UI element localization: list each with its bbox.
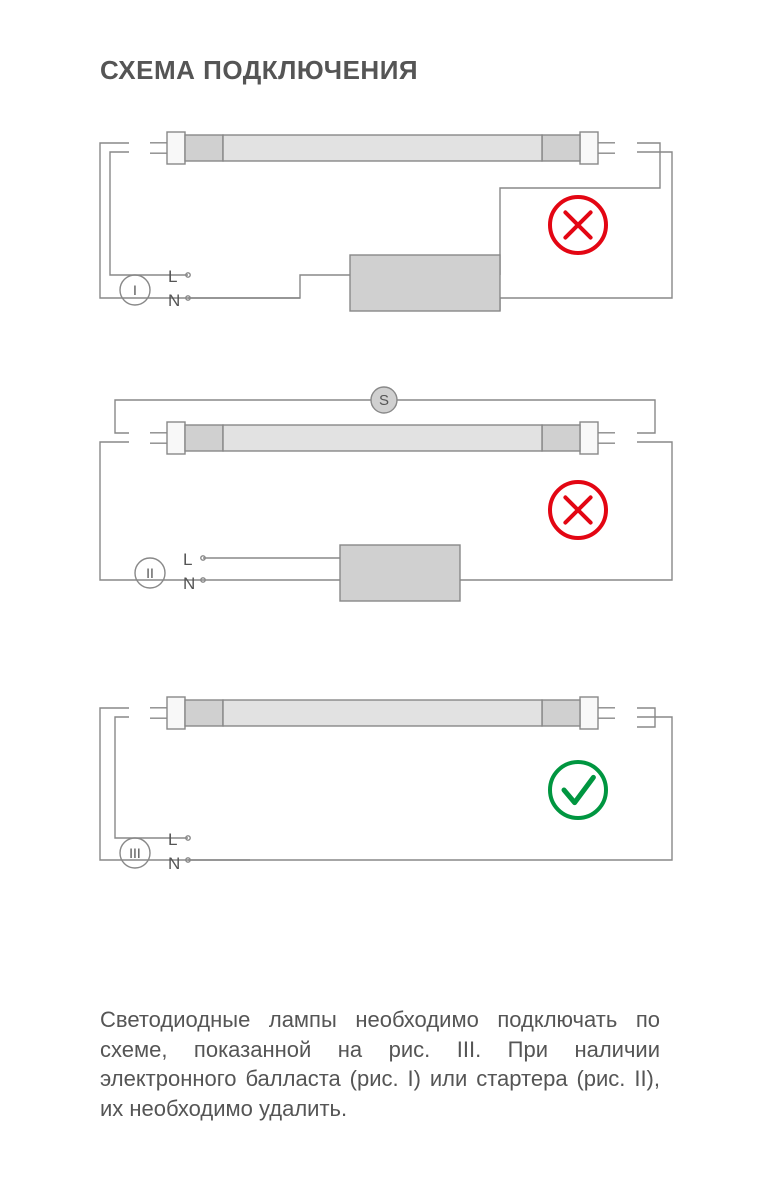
n-label: N	[183, 574, 195, 593]
body-text: Светодиодные лампы необходимо подключать…	[100, 1005, 660, 1124]
diagram-II: S II LN	[100, 387, 672, 601]
l-label: L	[168, 267, 177, 286]
diagram-I: I LN	[100, 143, 672, 311]
wrong-icon	[550, 482, 606, 538]
diagram-number-label: III	[129, 845, 141, 861]
diagram-number-label: II	[146, 565, 154, 581]
lamp-tube	[150, 132, 615, 164]
lamp-tube	[150, 697, 615, 729]
lamp-tube	[150, 422, 615, 454]
n-label: N	[168, 291, 180, 310]
ballast-box	[340, 545, 460, 601]
starter-label: S	[379, 392, 389, 409]
n-label: N	[168, 854, 180, 873]
l-label: L	[168, 830, 177, 849]
correct-icon	[550, 762, 606, 818]
diagram-number-label: I	[133, 282, 137, 298]
ballast-box	[350, 255, 500, 311]
wrong-icon	[550, 197, 606, 253]
l-label: L	[183, 550, 192, 569]
